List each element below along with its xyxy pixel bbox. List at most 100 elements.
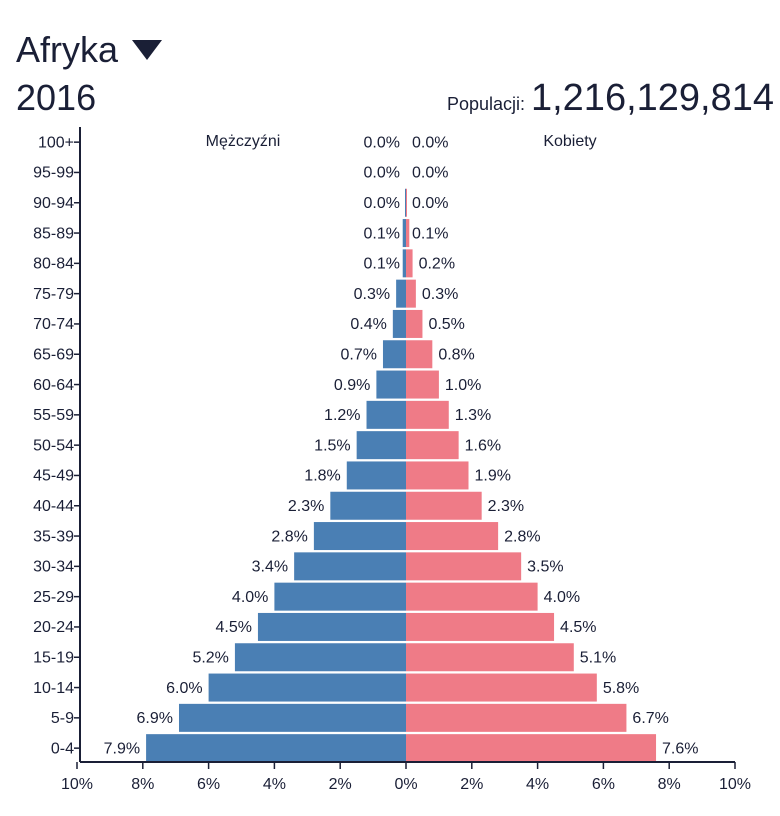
axes bbox=[74, 127, 736, 769]
male-data-label: 0.1% bbox=[364, 225, 400, 242]
age-group-label: 55-59 bbox=[33, 407, 74, 424]
age-group-label: 85-89 bbox=[33, 225, 74, 242]
male-bar bbox=[234, 643, 406, 672]
female-bar bbox=[406, 340, 433, 369]
male-bar bbox=[396, 279, 406, 308]
female-data-label: 0.8% bbox=[438, 346, 474, 363]
age-group-label: 20-24 bbox=[33, 619, 74, 636]
female-data-label: 1.0% bbox=[445, 377, 481, 394]
male-bar bbox=[376, 370, 406, 399]
female-data-label: 2.3% bbox=[488, 498, 524, 515]
female-bar bbox=[406, 703, 627, 732]
male-bar bbox=[356, 431, 406, 460]
male-data-label: 1.5% bbox=[314, 437, 350, 454]
age-group-label: 65-69 bbox=[33, 346, 74, 363]
female-data-label: 1.3% bbox=[455, 407, 491, 424]
age-group-label: 60-64 bbox=[33, 377, 74, 394]
male-data-label: 0.9% bbox=[334, 377, 370, 394]
male-bar bbox=[382, 340, 406, 369]
female-data-label: 3.5% bbox=[527, 559, 563, 576]
female-bar bbox=[406, 461, 469, 490]
age-group-label: 35-39 bbox=[33, 528, 74, 545]
age-group-label: 5-9 bbox=[51, 710, 74, 727]
female-bar bbox=[406, 734, 657, 763]
title-row[interactable]: Afryka bbox=[16, 29, 163, 70]
male-bar bbox=[146, 734, 406, 763]
female-bar-hairline bbox=[406, 188, 407, 217]
female-data-label: 0.1% bbox=[412, 225, 448, 242]
female-data-label: 1.6% bbox=[465, 437, 501, 454]
female-data-label: 0.3% bbox=[422, 286, 458, 303]
male-bar bbox=[178, 703, 406, 732]
age-group-label: 50-54 bbox=[33, 437, 74, 454]
male-data-label: 1.8% bbox=[304, 468, 340, 485]
female-data-label: 0.0% bbox=[412, 195, 448, 212]
male-data-label: 6.0% bbox=[166, 680, 202, 697]
male-bar bbox=[402, 249, 406, 278]
female-bar bbox=[406, 552, 522, 581]
female-bar bbox=[406, 522, 499, 551]
region-title: Afryka bbox=[16, 29, 119, 70]
male-data-label: 0.0% bbox=[364, 134, 400, 151]
age-group-label: 10-14 bbox=[33, 680, 74, 697]
age-group-label: 45-49 bbox=[33, 468, 74, 485]
year-label: 2016 bbox=[16, 77, 97, 118]
female-data-label: 5.8% bbox=[603, 680, 639, 697]
male-data-label: 2.8% bbox=[271, 528, 307, 545]
male-bar-hairline bbox=[405, 188, 406, 217]
age-group-label: 0-4 bbox=[51, 740, 74, 757]
age-group-label: 30-34 bbox=[33, 559, 74, 576]
age-group-label: 95-99 bbox=[33, 165, 74, 182]
female-bar bbox=[406, 612, 555, 641]
female-data-label: 4.5% bbox=[560, 619, 596, 636]
age-group-label: 100+ bbox=[38, 134, 74, 151]
female-data-label: 0.0% bbox=[412, 165, 448, 182]
male-data-label: 1.2% bbox=[324, 407, 360, 424]
x-tick-label: 8% bbox=[131, 776, 154, 793]
male-bar bbox=[392, 309, 406, 338]
male-data-label: 2.3% bbox=[288, 498, 324, 515]
labels: 0.0% 0.0% 100+ 0.0% 0.0% 95-99 0.0% 0.0% 90-94 0.… bbox=[33, 133, 751, 793]
male-data-label: 0.0% bbox=[364, 195, 400, 212]
male-data-label: 0.7% bbox=[341, 346, 377, 363]
male-bar bbox=[346, 461, 406, 490]
male-bar bbox=[257, 612, 406, 641]
x-tick-label: 4% bbox=[526, 776, 549, 793]
female-bar bbox=[406, 673, 597, 702]
x-tick-label: 6% bbox=[592, 776, 615, 793]
age-group-label: 15-19 bbox=[33, 649, 74, 666]
male-data-label: 5.2% bbox=[192, 649, 228, 666]
age-group-label: 40-44 bbox=[33, 498, 74, 515]
male-bar bbox=[294, 552, 406, 581]
male-data-label: 6.9% bbox=[137, 710, 173, 727]
population-display: Populacji: 1,216,129,814 bbox=[447, 78, 774, 118]
male-bars bbox=[146, 188, 406, 763]
male-bar bbox=[366, 400, 406, 429]
male-bar bbox=[330, 491, 406, 520]
age-group-label: 90-94 bbox=[33, 195, 74, 212]
female-data-label: 1.9% bbox=[475, 468, 511, 485]
female-bars bbox=[406, 188, 657, 763]
female-series-label: Kobiety bbox=[543, 133, 596, 150]
male-data-label: 7.9% bbox=[104, 740, 140, 757]
female-bar bbox=[406, 370, 439, 399]
male-data-label: 3.4% bbox=[252, 559, 288, 576]
female-data-label: 4.0% bbox=[544, 589, 580, 606]
female-bar bbox=[406, 309, 423, 338]
male-bar bbox=[402, 219, 406, 248]
male-bar bbox=[208, 673, 406, 702]
male-data-label: 0.4% bbox=[350, 316, 386, 333]
female-bar bbox=[406, 582, 538, 611]
male-data-label: 0.0% bbox=[364, 165, 400, 182]
female-data-label: 0.5% bbox=[428, 316, 464, 333]
male-bar bbox=[313, 522, 406, 551]
caret-down-icon[interactable] bbox=[132, 40, 163, 60]
female-bar bbox=[406, 219, 410, 248]
male-data-label: 0.3% bbox=[354, 286, 390, 303]
female-data-label: 0.2% bbox=[419, 256, 455, 273]
age-group-label: 70-74 bbox=[33, 316, 74, 333]
female-data-label: 2.8% bbox=[504, 528, 540, 545]
x-tick-label: 6% bbox=[197, 776, 220, 793]
male-bar bbox=[274, 582, 406, 611]
